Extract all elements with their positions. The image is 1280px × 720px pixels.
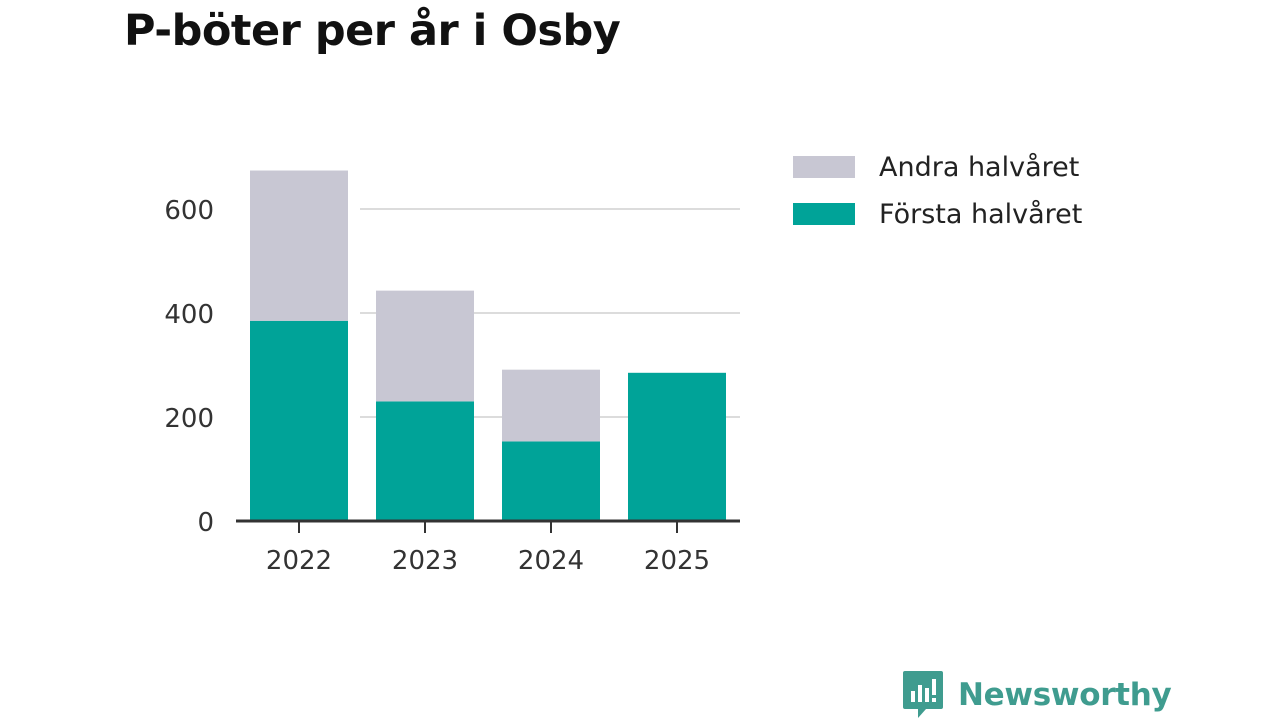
bar-forsta-2023 [376,401,474,521]
legend-swatch [793,156,855,178]
y-tick-label: 600 [164,196,214,226]
y-tick-label: 400 [164,300,214,330]
legend-label: Andra halvåret [879,152,1079,183]
newsworthy-logo: Newsworthy [902,670,1172,720]
bar-forsta-2024 [502,441,600,521]
bar-andra-2023 [376,290,474,402]
brand-name: Newsworthy [958,677,1172,713]
bar-forsta-2022 [250,320,348,521]
x-tick-label: 2023 [392,546,458,576]
x-tick-label: 2022 [266,546,332,576]
x-tick-label: 2024 [518,546,584,576]
chart-title: P-böter per år i Osby [124,6,621,56]
legend-label: Första halvåret [879,199,1082,230]
x-tick-label: 2025 [644,546,710,576]
y-tick-label: 200 [164,404,214,434]
legend-swatch [793,203,855,225]
bar-andra-2024 [502,369,600,442]
y-tick-label: 0 [197,508,214,538]
bar-andra-2022 [250,170,348,321]
bar-forsta-2025 [628,372,726,521]
newsworthy-logo-icon [903,671,943,718]
